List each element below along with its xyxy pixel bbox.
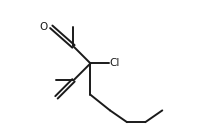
Text: O: O (40, 22, 48, 32)
Text: Cl: Cl (109, 58, 119, 68)
